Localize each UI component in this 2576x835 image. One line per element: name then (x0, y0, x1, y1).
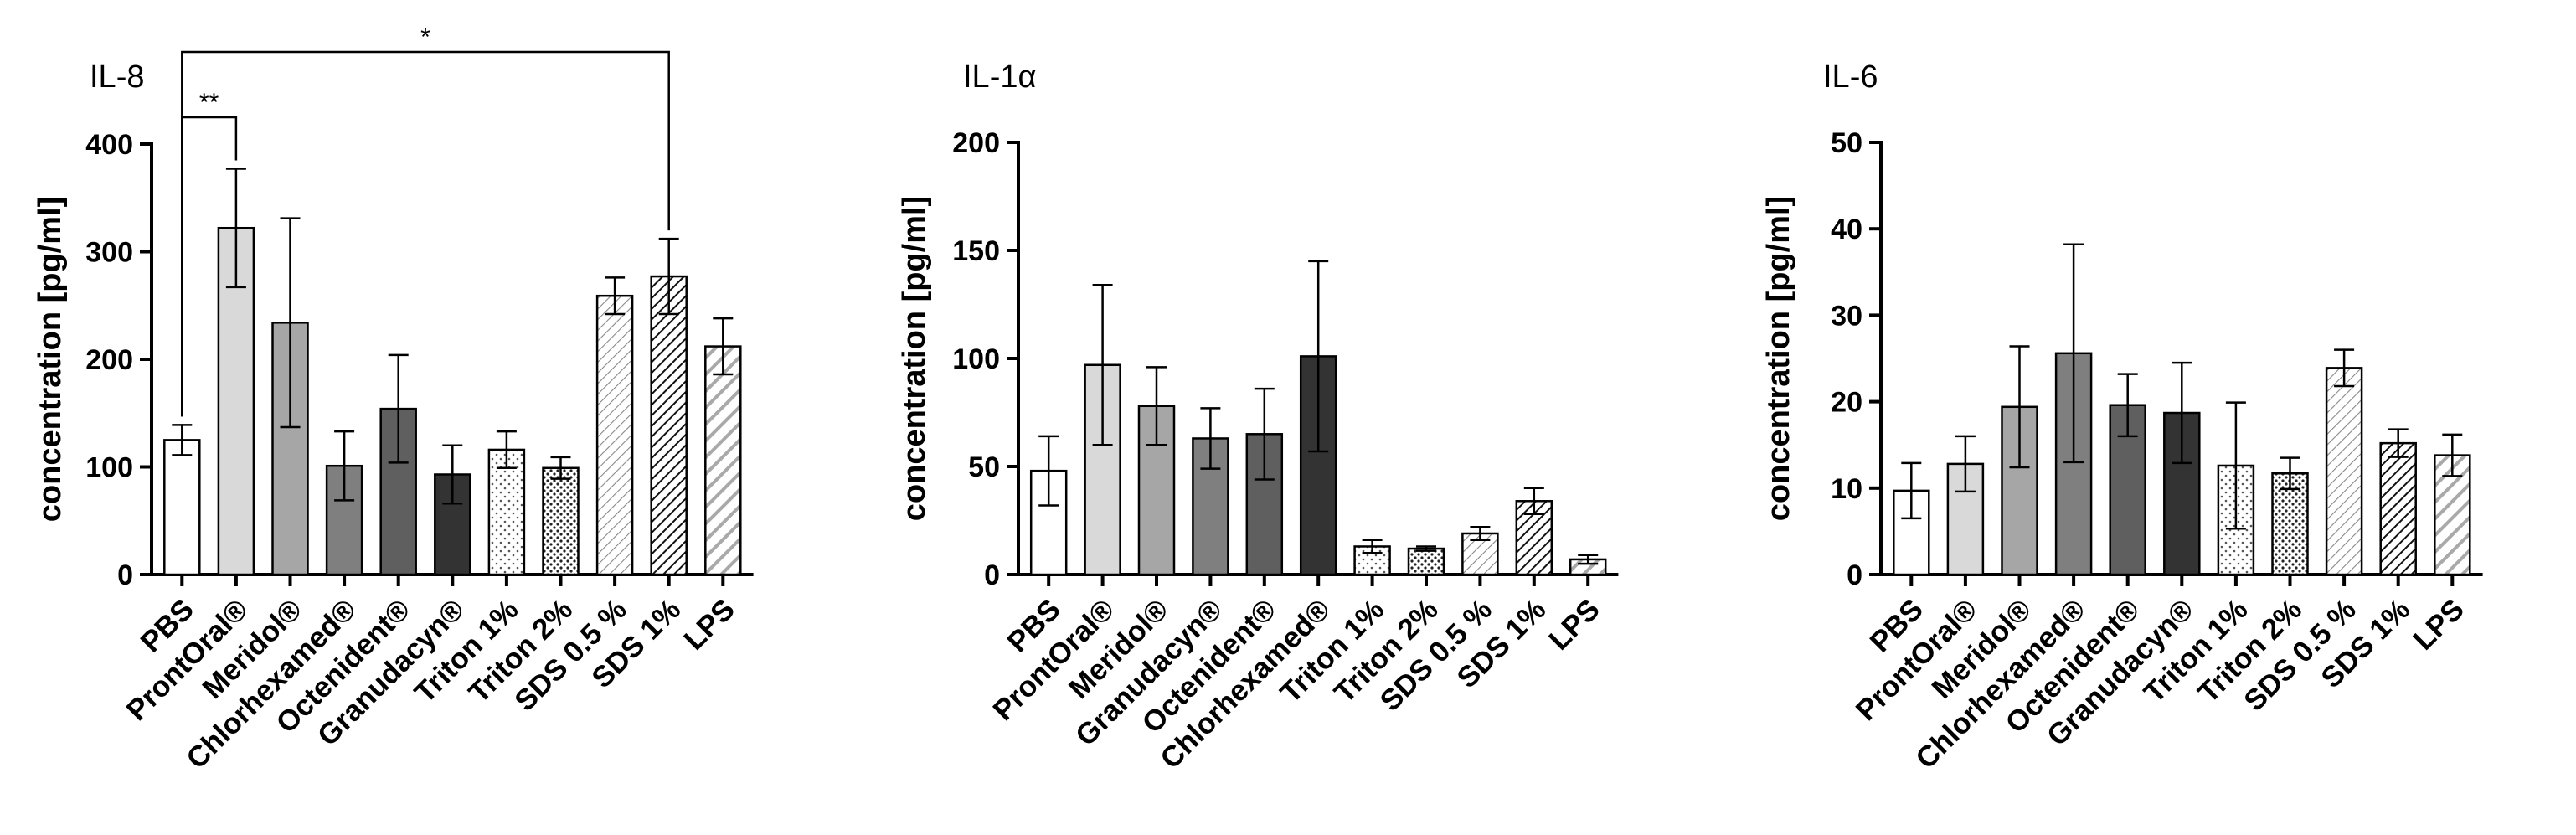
y-tick-label: 30 (1831, 300, 1862, 332)
bar (163, 439, 201, 576)
chart-title: IL-6 (1823, 59, 1878, 95)
y-tick-label: 40 (1831, 214, 1862, 245)
y-tick-label: 100 (85, 452, 133, 484)
bar (1407, 547, 1445, 576)
y-tick-label: 50 (1831, 127, 1862, 159)
bar (595, 294, 634, 576)
bar (650, 275, 688, 576)
y-tick-label: 0 (117, 559, 133, 591)
category-label: LPS (1543, 593, 1606, 657)
y-tick-label: 300 (85, 237, 133, 269)
category-label: LPS (2407, 593, 2470, 657)
y-axis-label: concentration [pg/ml] (897, 196, 932, 521)
y-tick-label: 100 (952, 343, 1000, 375)
significance-marker: * (420, 23, 430, 51)
y-tick-label: 20 (1831, 387, 1862, 419)
y-tick-label: 50 (968, 451, 1000, 483)
y-tick-label: 200 (952, 127, 1000, 159)
y-tick-label: 10 (1831, 473, 1862, 505)
y-axis-label: concentration [pg/ml] (1761, 196, 1796, 521)
il6-chart: IL-6 concentration [pg/ml] 01020304050PB… (1761, 59, 2483, 776)
il1a-chart: IL-1α concentration [pg/ml] 0 50 100 150 200… (897, 59, 1619, 776)
significance-marker: ** (199, 89, 219, 116)
bar (2379, 441, 2417, 576)
chart-title: IL-8 (90, 59, 144, 95)
bar (542, 466, 580, 576)
significance-bracket (181, 50, 670, 417)
y-tick-label: 0 (1847, 559, 1862, 591)
y-tick-label: 400 (85, 129, 133, 161)
bar (704, 345, 742, 576)
y-axis-label: concentration [pg/ml] (33, 197, 68, 522)
chart-title: IL-1α (963, 59, 1036, 95)
bar (2325, 367, 2363, 576)
il8-chart: IL-8 concentration [pg/ml] 0 100 200 300 400… (33, 23, 754, 776)
y-tick-label: 0 (984, 559, 1000, 591)
y-tick-label: 150 (952, 235, 1000, 267)
bar (2109, 404, 2146, 576)
y-tick-label: 200 (85, 344, 133, 376)
category-label: LPS (677, 593, 741, 657)
